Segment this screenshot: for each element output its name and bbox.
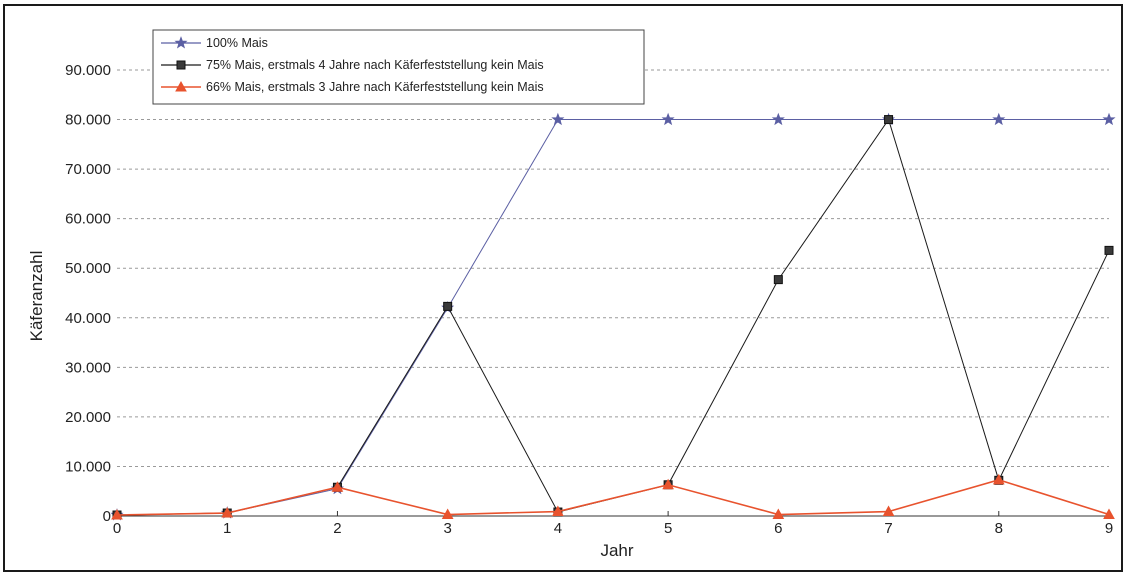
legend-label: 75% Mais, erstmals 4 Jahre nach Käferfes… (206, 58, 544, 72)
data-point (552, 505, 564, 517)
legend-marker (174, 36, 188, 49)
y-tick-label: 10.000 (65, 458, 111, 475)
x-tick-label: 5 (664, 520, 672, 537)
y-tick-label: 20.000 (65, 409, 111, 426)
data-point (1103, 508, 1115, 520)
grid-lines (117, 69, 1109, 467)
legend-label: 66% Mais, erstmals 3 Jahre nach Käferfes… (206, 80, 544, 94)
y-tick-label: 50.000 (65, 260, 111, 277)
y-tick-label: 80.000 (65, 112, 111, 129)
legend-marker (176, 60, 186, 70)
axes (116, 511, 1110, 517)
x-tick-label: 6 (774, 520, 782, 537)
y-tick-label: 0 (103, 508, 111, 525)
series-3 (111, 473, 1115, 520)
y-tick-label: 40.000 (65, 310, 111, 327)
y-tick-label: 70.000 (65, 161, 111, 178)
legend-entry: 75% Mais, erstmals 4 Jahre nach Käferfes… (161, 58, 544, 72)
data-point (661, 112, 675, 126)
series-line (116, 119, 1109, 516)
data-point (111, 508, 123, 520)
data-point (992, 473, 1005, 485)
data-point (882, 505, 895, 517)
x-tick-label: 0 (113, 520, 121, 537)
data-point (772, 508, 785, 520)
x-tick-label: 8 (995, 520, 1003, 537)
series-1 (110, 112, 1116, 521)
data-point (773, 275, 783, 285)
x-tick-label: 1 (223, 520, 231, 537)
legend-box (152, 29, 645, 105)
data-point (551, 112, 565, 126)
data-point (662, 478, 674, 490)
data-point (441, 508, 454, 520)
data-point (1102, 112, 1116, 126)
data-point (992, 112, 1006, 126)
legend-label: 100% Mais (206, 36, 268, 50)
series-line (116, 118, 1110, 516)
legend: 100% Mais 75% Mais, erstmals 4 Jahre nach… (152, 29, 645, 105)
data-point (443, 301, 453, 311)
legend-marker (175, 80, 187, 92)
y-axis-label: Käferanzahl (27, 251, 46, 342)
x-tick-label: 4 (554, 520, 562, 537)
y-tick-label: 90.000 (65, 62, 111, 79)
data-point (884, 115, 894, 125)
y-tick-label: 30.000 (65, 359, 111, 376)
data-point (331, 481, 344, 492)
data-point (221, 506, 234, 518)
data-point (771, 112, 785, 126)
y-tick-label: 60.000 (65, 211, 111, 228)
y-tick-labels: 0 10.000 20.000 30.000 40.000 50.000 60.000 70.… (65, 62, 111, 525)
x-tick-label: 9 (1105, 520, 1113, 537)
data-point (1104, 245, 1114, 255)
series-group (110, 112, 1116, 521)
x-tick-labels: 0 1 2 3 4 5 6 7 8 9 (113, 520, 1113, 537)
x-tick-label: 3 (443, 520, 451, 537)
legend-entry: 66% Mais, erstmals 3 Jahre nach Käferfes… (161, 80, 544, 94)
legend-entry: 100% Mais (161, 36, 268, 50)
series-line (116, 478, 1110, 516)
x-tick-label: 7 (884, 520, 892, 537)
x-tick-label: 2 (333, 520, 341, 537)
x-axis-label: Jahr (600, 541, 633, 560)
